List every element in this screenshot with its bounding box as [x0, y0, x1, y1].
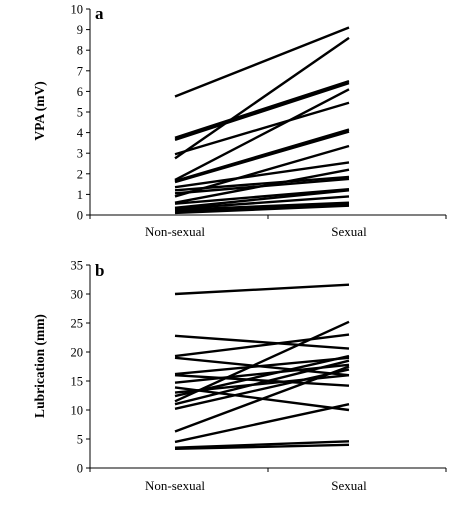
panel-a-label: a: [95, 4, 104, 23]
series-line: [174, 26, 350, 98]
series-line: [174, 195, 350, 211]
series-line: [174, 320, 350, 403]
y-tick-label: 5: [77, 433, 83, 447]
y-tick-label: 1: [77, 188, 83, 202]
series-line: [174, 204, 350, 215]
y-tick-label: 2: [77, 167, 83, 181]
series-line: [174, 82, 350, 141]
x-category-label: Sexual: [331, 478, 367, 493]
panel-a-y-axis-title: VPA (mV): [32, 81, 47, 140]
y-tick-label: 10: [71, 404, 84, 418]
x-category-label: Sexual: [331, 224, 367, 239]
series-line: [174, 356, 350, 376]
series-line: [174, 130, 350, 184]
series-line: [174, 365, 350, 433]
y-tick-label: 20: [71, 346, 84, 360]
series-line: [174, 203, 350, 213]
y-tick-label: 6: [77, 85, 83, 99]
series-line: [174, 88, 350, 182]
series-line: [174, 440, 350, 449]
y-tick-label: 35: [71, 259, 84, 273]
series-line: [174, 354, 350, 398]
y-tick-label: 0: [77, 462, 83, 476]
series-line: [174, 101, 350, 156]
series-line: [174, 333, 350, 358]
y-tick-label: 5: [77, 106, 83, 120]
panel-b-y-axis-title: Lubrication (mm): [32, 314, 47, 418]
series-line: [174, 283, 350, 296]
series-line: [174, 374, 350, 387]
series-line: [174, 359, 350, 406]
y-tick-label: 0: [77, 209, 83, 223]
y-tick-label: 10: [71, 3, 84, 17]
y-tick-label: 4: [77, 126, 84, 140]
x-category-label: Non-sexual: [145, 224, 205, 239]
series-line: [174, 403, 350, 444]
series-line: [174, 188, 350, 205]
series-line: [174, 443, 350, 451]
x-category-label: Non-sexual: [145, 478, 205, 493]
series-line: [174, 201, 350, 212]
panel-b: b Lubrication (mm) 0 5 10 15 20 25 30 35 Non-sex…: [32, 259, 447, 493]
series-line: [174, 36, 350, 160]
series-line: [174, 334, 350, 350]
y-tick-label: 9: [77, 23, 83, 37]
series-line: [174, 175, 350, 192]
series-line: [174, 161, 350, 189]
y-tick-label: 30: [71, 288, 84, 302]
panel-b-label: b: [95, 261, 104, 280]
y-tick-label: 15: [71, 375, 84, 389]
series-line: [174, 79, 350, 139]
panel-a: a VPA (mV) 0 1 2 3 4 5 6 7 8 9 10 Non-sexual Sexual: [32, 3, 447, 239]
y-tick-label: 25: [71, 317, 84, 331]
series-line: [174, 177, 350, 195]
y-tick-label: 8: [77, 44, 83, 58]
series-line: [174, 189, 350, 209]
series-line: [174, 368, 350, 411]
y-tick-label: 7: [77, 64, 83, 78]
y-tick-label: 3: [77, 147, 83, 161]
